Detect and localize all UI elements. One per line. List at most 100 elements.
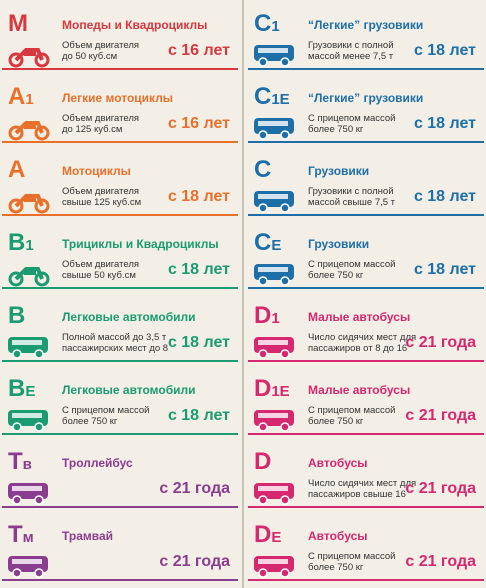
- description-line: Объем двигателя: [62, 40, 140, 51]
- description-line: массой менее 7,5 т: [308, 51, 394, 62]
- category-name: Мотоциклы: [62, 164, 131, 178]
- age: с 18 лет: [413, 42, 476, 59]
- description-line: С прицепом массой: [308, 259, 396, 270]
- category-card: C Грузовики Грузовики с полной массой свыше…: [248, 150, 484, 223]
- category-code: M: [8, 10, 28, 38]
- description: Объем двигателя свыше 50 куб.см: [62, 259, 139, 281]
- description: Грузовики с полной массой свыше 7,5 т: [308, 186, 395, 208]
- code-sub: E: [271, 529, 282, 546]
- rule: [2, 360, 238, 362]
- description-line: Полной массой до 3,5 т ,: [62, 332, 172, 343]
- category-code: Тв: [8, 448, 32, 476]
- vehicle-icon: [8, 267, 50, 287]
- age: с 18 лет: [167, 261, 230, 278]
- vehicle-icon: [254, 410, 294, 432]
- code-sub: 1E: [271, 91, 290, 108]
- category-name: “Легкие” грузовики: [308, 18, 424, 32]
- age: с 21 года: [159, 480, 230, 497]
- category-name: Грузовики: [308, 237, 370, 251]
- category-card: M Мопеды и Квадроциклы Объем двигателя до 5…: [2, 4, 238, 77]
- code-letter: D: [254, 302, 272, 329]
- category-code: DE: [254, 521, 281, 549]
- description-line: Число сидячих мест для: [308, 332, 417, 343]
- description-line: С прицепом массой: [62, 405, 150, 416]
- code-sub: м: [22, 529, 34, 546]
- rule: [248, 214, 484, 216]
- category-code: B1: [8, 229, 34, 257]
- vehicle-icon: [254, 556, 294, 578]
- age: с 21 года: [405, 407, 476, 424]
- code-sub: 1: [271, 310, 280, 327]
- category-name: Легковые автомобили: [62, 383, 196, 397]
- category-code: D1E: [254, 375, 290, 403]
- category-name: Троллейбус: [62, 456, 133, 470]
- category-card: D Автобусы Число сидячих мест для пассажиро…: [248, 442, 484, 515]
- description: С прицепом массой более 750 кг: [62, 405, 149, 427]
- age: с 18 лет: [167, 334, 230, 351]
- description: С прицепом массой более 750 кг: [308, 259, 395, 281]
- rule: [2, 214, 238, 216]
- description-line: Грузовики с полной: [308, 186, 394, 197]
- age: с 18 лет: [413, 115, 476, 132]
- category-code: A1: [8, 83, 34, 111]
- description-line: свыше 50 куб.см: [62, 270, 136, 281]
- category-code: A: [8, 156, 25, 184]
- description: Полной массой до 3,5 т , пассажирских мес…: [62, 332, 172, 354]
- category-name: Малые автобусы: [308, 383, 411, 397]
- code-letter: D: [254, 448, 272, 475]
- code-sub: 1: [25, 91, 34, 108]
- rule: [2, 579, 238, 581]
- category-code: D: [254, 448, 271, 476]
- code-sub: в: [22, 456, 32, 473]
- vehicle-icon: [254, 337, 294, 359]
- age: с 18 лет: [167, 188, 230, 205]
- category-card: B Легковые автомобили Полной массой до 3,5…: [2, 296, 238, 369]
- category-card: A Мотоциклы Объем двигателя свыше 125 куб.с…: [2, 150, 238, 223]
- category-name: “Легкие” грузовики: [308, 91, 424, 105]
- category-card: A1 Легкие мотоциклы Объем двигателя до 125 …: [2, 77, 238, 150]
- description-line: свыше 125 куб.см: [62, 197, 142, 208]
- code-sub: 1: [25, 237, 34, 254]
- category-card: D1 Малые автобусы Число сидячих мест для па…: [248, 296, 484, 369]
- category-name: Легковые автомобили: [62, 310, 196, 324]
- vehicle-icon: [8, 337, 48, 359]
- description-line: С прицепом массой: [308, 113, 396, 124]
- code-letter: C: [254, 83, 272, 110]
- divider: [242, 0, 244, 588]
- vehicle-icon: [8, 194, 50, 214]
- vehicle-icon: [8, 121, 50, 141]
- code-letter: B: [8, 229, 26, 256]
- category-card: C1 “Легкие” грузовики Грузовики с полной ма…: [248, 4, 484, 77]
- rule: [2, 68, 238, 70]
- category-name: Трициклы и Квадроциклы: [62, 237, 219, 251]
- description: С прицепом массой более 750 кг: [308, 551, 395, 573]
- category-code: C: [254, 156, 271, 184]
- code-letter: B: [8, 375, 26, 402]
- code-letter: C: [254, 156, 272, 183]
- age: с 16 лет: [167, 115, 230, 132]
- category-name: Трамвай: [62, 529, 114, 543]
- category-code: Тм: [8, 521, 34, 549]
- description-line: массой свыше 7,5 т: [308, 197, 396, 208]
- category-code: B: [8, 302, 25, 330]
- code-letter: Т: [8, 448, 23, 475]
- age: с 18 лет: [413, 188, 476, 205]
- description-line: пассажиров от 8 до 16: [308, 343, 408, 354]
- vehicle-icon: [254, 118, 294, 140]
- vehicle-icon: [8, 410, 48, 432]
- description: Объем двигателя свыше 125 куб.см: [62, 186, 141, 208]
- description-line: пассажиров свыше 16: [308, 489, 406, 500]
- description-line: Объем двигателя: [62, 113, 140, 124]
- category-card: CE Грузовики С прицепом массой более 750 кг…: [248, 223, 484, 296]
- age: с 21 года: [405, 334, 476, 351]
- category-code: CE: [254, 229, 281, 257]
- description: Объем двигателя до 50 куб.см: [62, 40, 139, 62]
- description-line: С прицепом массой: [308, 405, 396, 416]
- category-name: Автобусы: [308, 456, 368, 470]
- rule: [248, 506, 484, 508]
- description: Число сидячих мест для пассажиров свыше 1…: [308, 478, 416, 500]
- code-letter: D: [254, 375, 272, 402]
- code-letter: B: [8, 302, 26, 329]
- rule: [248, 141, 484, 143]
- description-line: более 750 кг: [62, 416, 118, 427]
